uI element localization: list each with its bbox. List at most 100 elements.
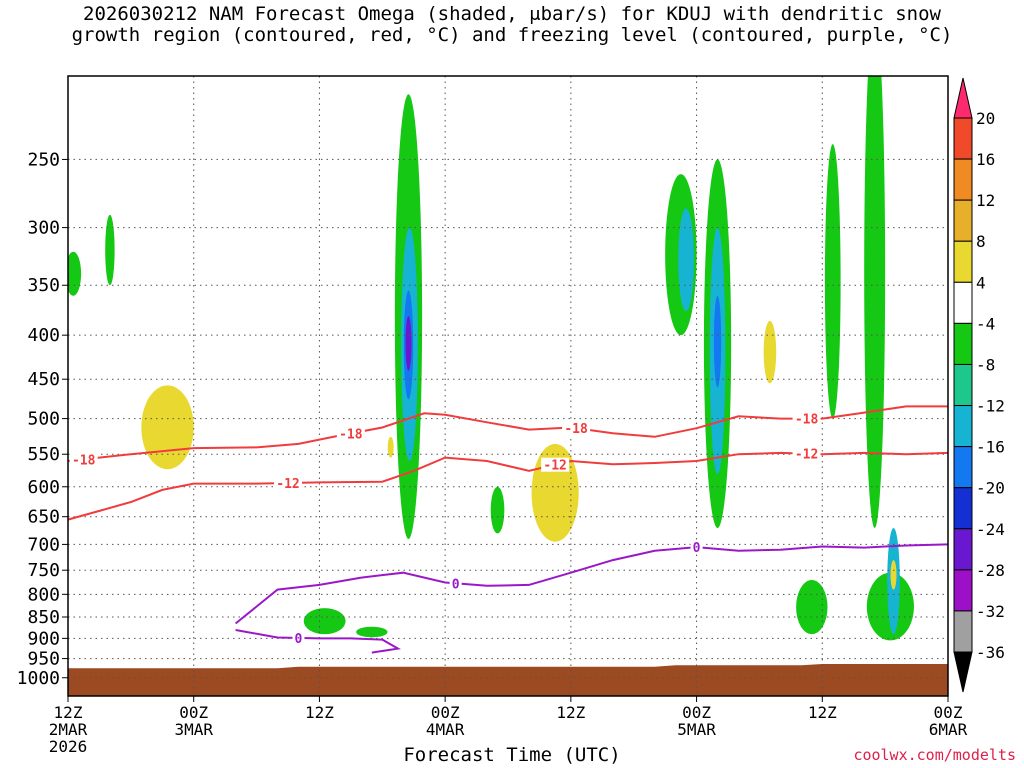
contour-label-bg: [792, 411, 821, 426]
colorbar-label-12: -32: [976, 602, 1005, 621]
ground-layer: [68, 664, 948, 696]
y-tick-label-850: 850: [27, 607, 60, 628]
chart-title: 2026030212 NAM Forecast Omega (shaded, μ…: [0, 4, 1024, 46]
colorbar-box-12: [953, 610, 973, 653]
omega-region-19: [864, 76, 886, 528]
omega-region-2: [141, 385, 194, 470]
contour-label--12-1: -12: [543, 459, 566, 474]
plot-frame: [67, 75, 949, 697]
x-axis-label: Forecast Time (UTC): [403, 744, 621, 766]
omega-region-13: [678, 208, 694, 312]
contour-label--18-2: -18: [564, 422, 588, 437]
x-tick-label-0-0: 12Z: [54, 703, 83, 722]
omega-region-4: [356, 626, 388, 638]
contour-label-bg: [69, 452, 98, 467]
omega-region-23: [796, 580, 828, 635]
y-tick-label-950: 950: [27, 649, 60, 670]
contour-label--18-1: -18: [339, 427, 363, 442]
colorbar-bottom-arrow: [953, 651, 973, 693]
omega-region-10: [490, 486, 505, 534]
x-tick-label-84-0: 00Z: [934, 703, 963, 722]
contour-label-bg: [690, 540, 703, 555]
colorbar-box-11: [953, 569, 973, 612]
y-tick-label-550: 550: [27, 444, 60, 465]
colorbar-label-2: 12: [976, 191, 995, 210]
colorbar-box-4: [953, 281, 973, 324]
y-tick-label-450: 450: [27, 369, 60, 390]
contour-label--18-0: -18: [72, 453, 96, 468]
colorbar-box-9: [953, 487, 973, 530]
colorbar-box-1: [953, 158, 973, 201]
x-tick-label-72-0: 12Z: [808, 703, 837, 722]
contour-label--12-2: -12: [795, 448, 818, 463]
contour-label--18-3: -18: [795, 413, 819, 428]
x-tick-label-60-0: 00Z: [682, 703, 711, 722]
omega-region-16: [713, 295, 722, 388]
y-tick-label-350: 350: [27, 275, 60, 296]
omega-region-3: [303, 608, 346, 635]
contour-label--12-0: -12: [276, 477, 299, 492]
x-tick-label-24-0: 12Z: [305, 703, 334, 722]
y-tick-label-500: 500: [27, 409, 60, 430]
contour-label-bg: [562, 421, 591, 436]
colorbar-label-11: -28: [976, 561, 1005, 580]
x-tick-label-0-2: 2026: [49, 737, 88, 756]
plot-area: -18 -18 -18 -18 -12 -12 -12 0 0 0: [68, 76, 948, 696]
y-tick-label-1000: 1000: [17, 668, 60, 689]
y-tick-label-900: 900: [27, 628, 60, 649]
contour-label-bg: [541, 457, 570, 472]
omega-region-22: [890, 560, 897, 590]
colorbar-label-5: -4: [976, 314, 995, 333]
colorbar-label-3: 8: [976, 232, 986, 251]
colorbar-box-3: [953, 240, 973, 283]
contour-0: [234, 543, 948, 625]
colorbar-box-0: [953, 117, 973, 160]
contour-label-bg: [336, 426, 365, 441]
colorbar-label-13: -36: [976, 643, 1005, 662]
omega-region-17: [763, 320, 777, 384]
y-tick-label-600: 600: [27, 477, 60, 498]
contour-label-bg: [274, 476, 302, 491]
y-tick-label-700: 700: [27, 534, 60, 555]
colorbar-box-10: [953, 528, 973, 571]
contour-label-0-1: 0: [693, 541, 701, 556]
colorbar-box-5: [953, 322, 973, 365]
colorbar-label-4: 4: [976, 273, 986, 292]
x-tick-label-84-1: 6MAR: [929, 720, 968, 739]
y-tick-label-300: 300: [27, 218, 60, 239]
y-tick-label-750: 750: [27, 560, 60, 581]
x-tick-label-60-1: 5MAR: [677, 720, 716, 739]
colorbar-label-1: 16: [976, 150, 995, 169]
omega-region-0: [68, 251, 82, 296]
contour-0-lower: [235, 629, 401, 654]
colorbar-label-10: -24: [976, 520, 1005, 539]
y-tick-label-800: 800: [27, 584, 60, 605]
y-tick-label-650: 650: [27, 507, 60, 528]
colorbar-label-8: -16: [976, 438, 1005, 457]
contour-label-0-0: 0: [452, 577, 460, 592]
contour-label-bg: [449, 576, 462, 591]
contour-label-bg: [292, 630, 305, 645]
omega-region-1: [105, 214, 115, 286]
x-tick-label-12-1: 3MAR: [174, 720, 213, 739]
chart-title-line2: growth region (contoured, red, °C) and f…: [71, 24, 953, 46]
contour-label-0-lower-0: 0: [295, 632, 303, 647]
colorbar-box-2: [953, 199, 973, 242]
colorbar-box-7: [953, 405, 973, 448]
colorbar-box-6: [953, 363, 973, 407]
contour-label-bg: [792, 446, 821, 461]
colorbar-label-7: -12: [976, 397, 1005, 416]
omega-region-9: [387, 436, 394, 458]
colorbar-top-arrow: [953, 77, 973, 119]
colorbar-box-8: [953, 446, 973, 489]
x-tick-label-36-0: 00Z: [431, 703, 460, 722]
contour--12: [68, 451, 948, 521]
chart-title-line1: 2026030212 NAM Forecast Omega (shaded, μ…: [83, 3, 941, 25]
colorbar-label-0: 20: [976, 109, 995, 128]
x-tick-label-48-0: 12Z: [556, 703, 585, 722]
omega-region-8: [405, 315, 412, 371]
y-tick-label-250: 250: [27, 149, 60, 170]
omega-region-18: [824, 144, 841, 419]
x-tick-label-12-0: 00Z: [179, 703, 208, 722]
